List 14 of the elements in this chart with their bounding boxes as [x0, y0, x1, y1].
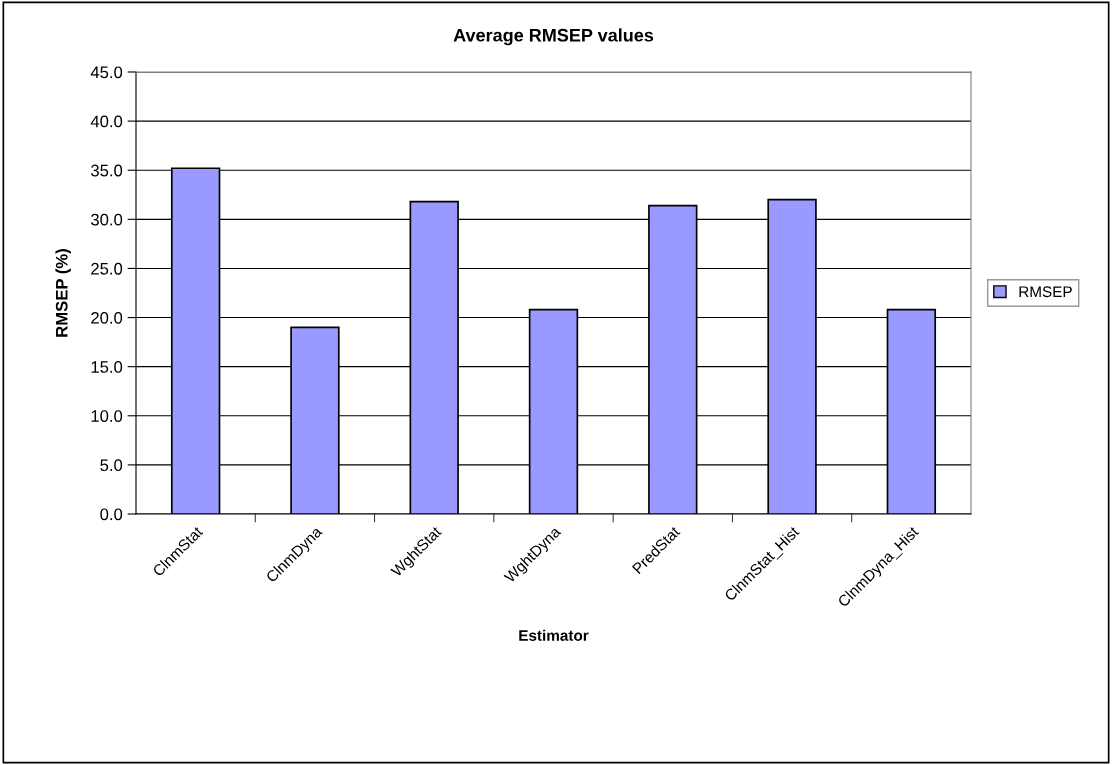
y-tick-label: 45.0	[90, 66, 123, 79]
y-tick-label: 15.0	[91, 361, 123, 373]
y-tick-label: 40.0	[90, 115, 123, 128]
y-tick-label: 35.0	[91, 164, 123, 177]
legend-label: RMSEP	[1019, 286, 1072, 298]
y-tick-label: 25.0	[91, 262, 123, 275]
y-tick-label: 30.0	[91, 213, 123, 226]
y-tick-label: 5.0	[100, 459, 123, 472]
chart-title: Average RMSEP values	[453, 28, 654, 46]
y-tick-label: 0.0	[100, 508, 123, 521]
y-tick-label: 20.0	[91, 311, 123, 324]
y-axis-title: RMSEP (%)	[55, 249, 71, 337]
x-axis-title: Estimator	[519, 629, 589, 641]
y-tick-label: 10.0	[91, 410, 123, 422]
